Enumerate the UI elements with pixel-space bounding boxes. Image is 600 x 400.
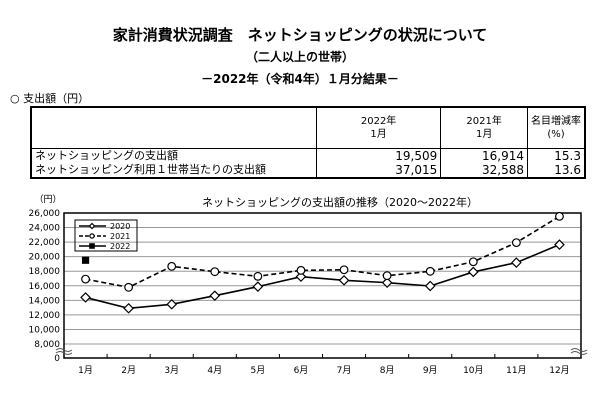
y-tick-label: 8,000 bbox=[34, 340, 60, 350]
diamond-marker bbox=[554, 239, 565, 251]
diamond-marker bbox=[252, 281, 264, 292]
diamond-marker bbox=[166, 298, 178, 310]
diamond-marker bbox=[424, 280, 436, 292]
circle-marker bbox=[555, 211, 564, 221]
table-row: ネットショッピング利用１世帯当たりの支出額 37,015 32,588 13.6 bbox=[30, 163, 585, 178]
circle-marker bbox=[167, 261, 177, 271]
y-tick-label: 16,000 bbox=[29, 282, 61, 292]
x-tick-label: 3月 bbox=[164, 365, 179, 376]
x-tick-label: 5月 bbox=[251, 365, 266, 376]
y-tick-label: 20,000 bbox=[29, 253, 61, 263]
y-axis-label: （円） bbox=[34, 194, 61, 205]
circle-marker bbox=[253, 271, 263, 281]
square-marker bbox=[81, 256, 90, 264]
header-cell bbox=[30, 107, 317, 149]
x-tick-label: 4月 bbox=[207, 365, 222, 376]
circle-marker bbox=[382, 271, 392, 281]
y-tick-label: 12,000 bbox=[29, 311, 61, 321]
diamond-marker bbox=[338, 274, 350, 286]
diamond-marker bbox=[511, 257, 522, 268]
x-tick-label: 9月 bbox=[423, 365, 438, 376]
circle-marker bbox=[81, 274, 90, 284]
square-marker bbox=[89, 243, 95, 249]
axis-break-icon bbox=[570, 348, 588, 355]
x-tick-label: 11月 bbox=[506, 365, 526, 376]
circle-marker bbox=[339, 265, 349, 275]
x-tick-label: 2月 bbox=[121, 365, 136, 376]
page-title: 家計消費状況調査 ネットショッピングの状況について bbox=[112, 26, 488, 44]
axis-break-icon bbox=[55, 348, 73, 355]
header-cell: 2021年 1月 bbox=[440, 107, 528, 149]
y-tick-label: 22,000 bbox=[29, 238, 61, 248]
legend-label: 2021 bbox=[110, 232, 130, 241]
circle-marker bbox=[468, 257, 478, 267]
diamond-marker bbox=[88, 222, 96, 230]
chart-title: ネットショッピングの支出額の推移（2020～2022年） bbox=[202, 195, 478, 209]
y-tick-label: 10,000 bbox=[29, 325, 61, 335]
circle-marker bbox=[210, 267, 220, 277]
legend-label: 2020 bbox=[110, 222, 130, 231]
legend-frame bbox=[74, 219, 138, 252]
diamond-marker bbox=[123, 302, 134, 314]
row-label: ネットショッピング利用１世帯当たりの支出額 bbox=[30, 163, 317, 178]
x-tick-label: 7月 bbox=[337, 365, 352, 376]
diamond-marker bbox=[209, 290, 221, 302]
y-tick-label: 18,000 bbox=[29, 267, 61, 277]
x-tick-label: 6月 bbox=[294, 365, 309, 376]
diamond-marker bbox=[381, 277, 393, 288]
header-cell: 名目増減率 (%) bbox=[527, 107, 585, 149]
line-chart: ネットショッピングの支出額の推移（2020～2022年） （円） 0 8,000 1… bbox=[29, 194, 588, 376]
section-label: ○ 支出額（円） bbox=[10, 92, 90, 105]
circle-marker bbox=[511, 238, 521, 248]
diamond-marker bbox=[467, 266, 479, 278]
diamond-marker bbox=[295, 271, 307, 283]
y-tick-label: 0 bbox=[54, 354, 60, 364]
y-tick-label: 24,000 bbox=[29, 224, 61, 234]
header-cell: 2022年 1月 bbox=[315, 107, 441, 149]
legend-label: 2022 bbox=[110, 242, 130, 251]
diamond-marker bbox=[80, 292, 91, 303]
x-tick-label: 1月 bbox=[78, 365, 93, 376]
y-tick-label: 26,000 bbox=[29, 209, 61, 219]
row-label: ネットショッピングの支出額 bbox=[30, 148, 317, 163]
series-line bbox=[85, 215, 560, 289]
period-label: －2022年（令和4年）１月分結果－ bbox=[201, 72, 399, 86]
circle-marker bbox=[296, 265, 306, 275]
series-2022 bbox=[81, 256, 90, 264]
table-header-row: 2022年 1月 2021年 1月 名目増減率 (%) bbox=[30, 107, 585, 149]
value-2022: 37,015 bbox=[315, 163, 441, 178]
y-tick-label: 14,000 bbox=[29, 296, 61, 306]
series-line bbox=[85, 243, 560, 310]
circle-marker bbox=[89, 233, 95, 239]
series-2021 bbox=[81, 211, 564, 292]
rate: 15.3 bbox=[527, 148, 585, 163]
value-2022: 19,509 bbox=[315, 148, 441, 163]
spending-table: 2022年 1月 2021年 1月 名目増減率 (%) ネットショッピングの支出… bbox=[30, 106, 586, 179]
circle-marker bbox=[124, 282, 134, 292]
circle-marker bbox=[425, 266, 435, 276]
table-row: ネットショッピングの支出額 19,509 16,914 15.3 bbox=[30, 148, 585, 163]
rate: 13.6 bbox=[527, 163, 585, 178]
value-2021: 32,588 bbox=[440, 163, 528, 178]
x-tick-label: 10月 bbox=[463, 365, 483, 376]
x-tick-label: 12月 bbox=[549, 365, 569, 376]
x-tick-label: 8月 bbox=[380, 365, 395, 376]
series-2020 bbox=[80, 239, 565, 314]
page-subtitle: （二人以上の世帯） bbox=[245, 50, 354, 64]
value-2021: 16,914 bbox=[440, 148, 528, 163]
